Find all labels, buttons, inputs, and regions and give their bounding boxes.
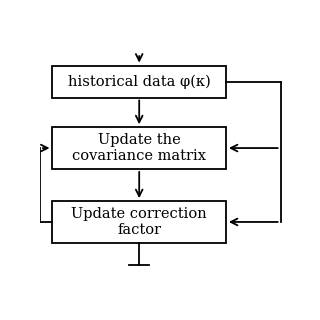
FancyBboxPatch shape [52,66,226,98]
Text: Update the
covariance matrix: Update the covariance matrix [72,133,206,163]
Text: Update correction
factor: Update correction factor [71,207,207,237]
Text: historical data φ(κ): historical data φ(κ) [68,74,211,89]
FancyBboxPatch shape [52,201,226,243]
FancyBboxPatch shape [52,127,226,169]
